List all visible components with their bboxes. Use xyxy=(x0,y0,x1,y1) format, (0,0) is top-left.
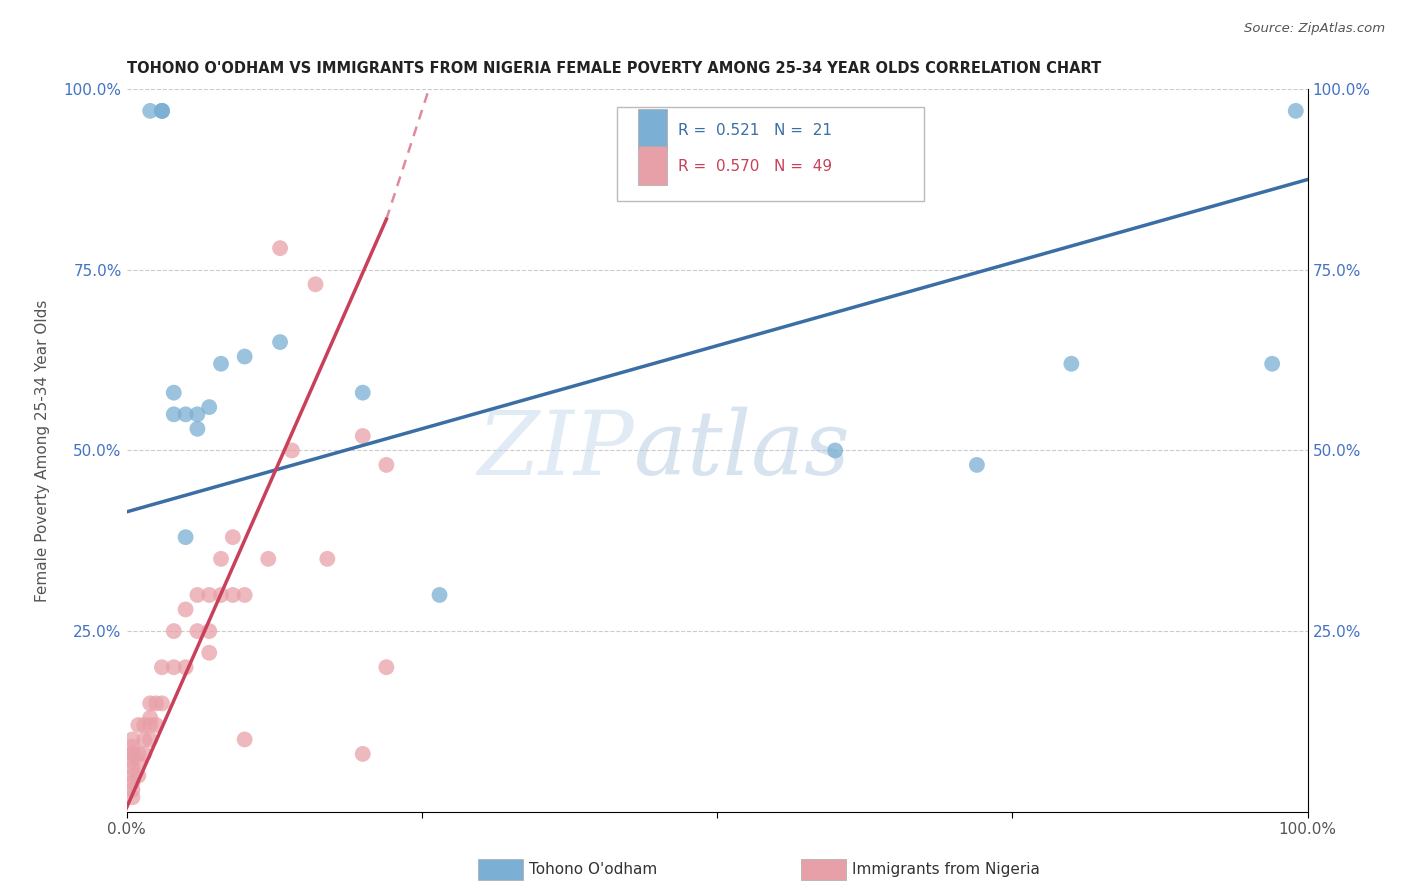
Point xyxy=(121,739,143,754)
Point xyxy=(316,551,339,566)
Point xyxy=(134,747,156,761)
Point xyxy=(121,761,143,775)
Text: R =  0.521   N =  21: R = 0.521 N = 21 xyxy=(678,123,832,138)
Point xyxy=(209,357,232,371)
Point xyxy=(233,350,256,364)
Point xyxy=(198,588,221,602)
Point xyxy=(127,769,149,783)
Point xyxy=(121,776,143,790)
Point xyxy=(163,385,186,400)
Point xyxy=(145,696,167,710)
Point xyxy=(145,718,167,732)
Point xyxy=(163,407,186,421)
Text: Source: ZipAtlas.com: Source: ZipAtlas.com xyxy=(1244,22,1385,36)
Point xyxy=(222,588,245,602)
Point xyxy=(121,747,143,761)
Point xyxy=(824,443,846,458)
Point xyxy=(163,624,186,639)
Point xyxy=(375,660,398,674)
Point xyxy=(127,747,149,761)
Point xyxy=(127,718,149,732)
Y-axis label: Female Poverty Among 25-34 Year Olds: Female Poverty Among 25-34 Year Olds xyxy=(35,300,49,601)
Point xyxy=(174,602,197,616)
Bar xyxy=(638,110,668,149)
Point xyxy=(174,530,197,544)
Text: ZIP: ZIP xyxy=(478,407,634,494)
Point xyxy=(269,241,291,255)
Text: Tohono O'odham: Tohono O'odham xyxy=(529,863,657,877)
FancyBboxPatch shape xyxy=(617,107,924,202)
Point xyxy=(139,732,162,747)
Point xyxy=(121,754,143,768)
Point xyxy=(186,624,208,639)
Point xyxy=(134,732,156,747)
Point xyxy=(127,754,149,768)
Point xyxy=(121,747,143,761)
Point xyxy=(163,660,186,674)
Point xyxy=(233,732,256,747)
Point xyxy=(429,588,451,602)
Point xyxy=(150,103,173,118)
Bar xyxy=(638,145,668,186)
Point xyxy=(139,696,162,710)
Point xyxy=(966,458,988,472)
Point xyxy=(198,646,221,660)
Point xyxy=(269,334,291,349)
Point xyxy=(222,530,245,544)
Text: TOHONO O'ODHAM VS IMMIGRANTS FROM NIGERIA FEMALE POVERTY AMONG 25-34 YEAR OLDS C: TOHONO O'ODHAM VS IMMIGRANTS FROM NIGERI… xyxy=(127,61,1101,76)
Point xyxy=(150,103,173,118)
Point xyxy=(198,400,221,414)
Text: Immigrants from Nigeria: Immigrants from Nigeria xyxy=(852,863,1040,877)
Point xyxy=(1060,357,1083,371)
Point xyxy=(174,660,197,674)
Point xyxy=(139,711,162,725)
Point xyxy=(209,551,232,566)
Point xyxy=(1261,357,1284,371)
Point xyxy=(352,747,374,761)
Point xyxy=(186,588,208,602)
Point xyxy=(121,790,143,805)
Point xyxy=(186,407,208,421)
Point xyxy=(139,103,162,118)
Point xyxy=(304,277,326,292)
Point xyxy=(121,783,143,797)
Point xyxy=(150,696,173,710)
Text: R =  0.570   N =  49: R = 0.570 N = 49 xyxy=(678,159,832,174)
Point xyxy=(121,769,143,783)
Point xyxy=(150,660,173,674)
Point xyxy=(257,551,280,566)
Point xyxy=(174,407,197,421)
Point xyxy=(139,718,162,732)
Point xyxy=(186,422,208,436)
Point xyxy=(352,429,374,443)
Point xyxy=(281,443,304,458)
Point xyxy=(233,588,256,602)
Point xyxy=(375,458,398,472)
Point xyxy=(134,718,156,732)
Point xyxy=(1285,103,1308,118)
Point xyxy=(198,624,221,639)
Point xyxy=(121,732,143,747)
Point xyxy=(352,385,374,400)
Point xyxy=(150,103,173,118)
Text: atlas: atlas xyxy=(634,407,851,494)
Point xyxy=(209,588,232,602)
